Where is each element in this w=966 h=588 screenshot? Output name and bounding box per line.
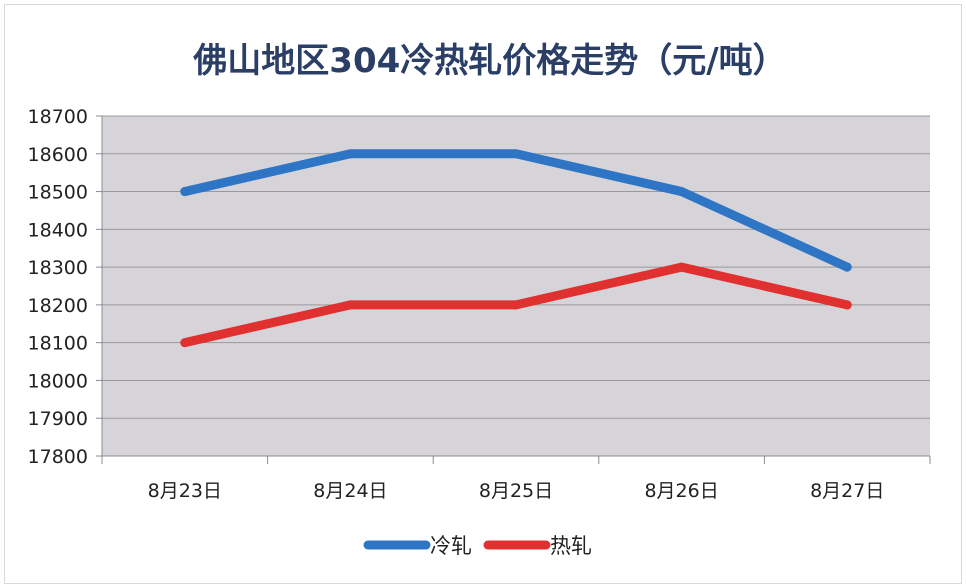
- x-tick-label: 8月27日: [810, 480, 884, 502]
- x-tick-label: 8月24日: [313, 480, 387, 502]
- y-tick-label: 18200: [28, 295, 88, 317]
- data-point: [180, 338, 190, 348]
- legend: 冷轧 热轧: [363, 534, 592, 558]
- data-point: [345, 149, 355, 159]
- y-tick-label: 18100: [28, 333, 88, 355]
- x-tick-label: 8月25日: [479, 480, 553, 502]
- plot-area: [102, 116, 930, 456]
- y-tick-label: 18600: [28, 144, 88, 166]
- data-point: [180, 187, 190, 197]
- legend-label: 冷轧: [430, 534, 472, 558]
- series-lines: [180, 149, 852, 348]
- data-point: [511, 300, 521, 310]
- y-axis: 17800 17900 18000 18100 18200 18300 18400 18500…: [28, 106, 103, 468]
- y-tick-label: 18500: [28, 182, 88, 204]
- x-tick-label: 8月23日: [148, 480, 222, 502]
- data-point: [677, 262, 687, 272]
- legend-label: 热轧: [550, 534, 592, 558]
- y-tick-label: 18000: [28, 370, 88, 392]
- x-tick-label: 8月26日: [644, 480, 718, 502]
- data-point: [842, 300, 852, 310]
- data-point: [842, 262, 852, 272]
- chart-title: 佛山地区304冷热轧价格走势（元/吨）: [192, 41, 786, 81]
- x-axis: 8月23日 8月24日 8月25日 8月26日 8月27日: [101, 455, 931, 502]
- data-point: [677, 187, 687, 197]
- y-tick-label: 18300: [28, 257, 88, 279]
- plot-background: [102, 116, 930, 456]
- y-tick-label: 17900: [28, 408, 88, 430]
- data-point: [345, 300, 355, 310]
- y-tick-label: 18700: [28, 106, 88, 128]
- data-point: [511, 149, 521, 159]
- y-tick-label: 17800: [28, 446, 88, 468]
- y-tick-label: 18400: [28, 219, 88, 241]
